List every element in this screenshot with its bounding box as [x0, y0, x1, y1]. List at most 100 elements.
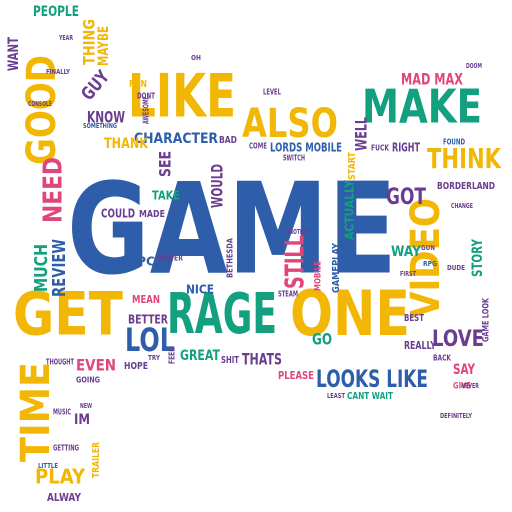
word-mean: MEAN	[132, 293, 160, 306]
word-even: EVEN	[76, 356, 116, 375]
word-video: VIDEO	[403, 198, 449, 318]
word-new: NEW	[80, 402, 92, 410]
word-alway: ALWAY	[47, 491, 82, 504]
word-doom: DOOM	[466, 62, 482, 70]
word-little: LITTLE	[38, 462, 58, 470]
word-make: MAKE	[362, 80, 482, 134]
word-first: FIRST	[400, 270, 416, 278]
word-thing: THING	[80, 19, 99, 65]
word-mad-max: MAD MAX	[401, 70, 463, 89]
word-game-look: GAME LOOK	[482, 297, 492, 342]
word-actually: ACTUALLY	[343, 180, 357, 240]
word-music: MUSIC	[53, 408, 71, 417]
word-rage: RAGE	[167, 282, 277, 347]
word-see: SEE	[156, 151, 175, 177]
word-definitely: DEFINITELY	[440, 412, 473, 420]
word-steam: STEAM	[278, 290, 298, 299]
word-feel: FEEL	[168, 348, 177, 364]
word-good: GOOD	[19, 55, 65, 165]
word-least: LEAST	[327, 392, 345, 400]
word-better: BETTER	[128, 313, 168, 327]
word-come: COME	[249, 142, 267, 151]
word-think: THINK	[427, 142, 502, 175]
word-try: TRY	[148, 354, 161, 362]
word-lords-mobile: LORDS MOBILE	[270, 141, 342, 155]
word-know: KNOW	[87, 108, 125, 127]
word-gameplay: GAMEPLAY	[331, 242, 342, 293]
word-mobile: MOBILE	[314, 261, 324, 291]
word-rpg: RPG	[423, 260, 437, 268]
word-year: YEAR	[58, 34, 73, 42]
word-dude: DUDE	[447, 264, 465, 272]
word-would: WOULD	[208, 164, 227, 208]
word-trailer: TRAILER	[91, 442, 102, 478]
word-pc: PC	[137, 255, 155, 269]
word-looks-like: LOOKS LIKE	[316, 365, 428, 393]
word-never: NEVER	[461, 382, 479, 390]
word-going: GOING	[76, 376, 100, 385]
word-play: PLAY	[35, 465, 85, 489]
word-give: GIVE	[453, 382, 471, 392]
word-thats: THATS	[242, 350, 282, 369]
word-lol: LOL	[125, 321, 175, 359]
word-start: START	[347, 152, 358, 180]
word-getting: GETTING	[53, 444, 79, 453]
word-really: REALLY	[404, 339, 437, 352]
word-console: CONSOLE	[28, 100, 52, 108]
word-could: COULD	[101, 207, 135, 221]
word-dont: DONT	[137, 92, 155, 101]
word-player: PLAYER	[157, 254, 183, 263]
word-found: FOUND	[443, 138, 465, 147]
word-maybe: MAYBE	[96, 26, 112, 66]
word-fuck: FUCK	[371, 144, 390, 153]
word-want: WANT	[6, 37, 22, 71]
word-gun: GUN	[421, 244, 435, 252]
word-level: LEVEL	[263, 88, 281, 97]
word-also: ALSO	[242, 101, 338, 147]
word-way: WAY	[391, 244, 422, 260]
word-get: GET	[13, 280, 123, 350]
word-bethesda: BETHESDA	[226, 237, 235, 278]
word-finally: FINALLY	[46, 68, 71, 76]
word-much: MUCH	[31, 244, 52, 292]
word-please: PLEASE	[278, 369, 314, 382]
word-game: GAME	[67, 156, 397, 303]
word-oh: OH	[191, 54, 201, 62]
word-review: REVIEW	[49, 239, 70, 297]
word-best: BEST	[404, 313, 424, 324]
word-cant-wait: CANT WAIT	[347, 391, 393, 402]
word-back: BACK	[433, 354, 452, 363]
word-time: TIME	[13, 362, 59, 462]
word-take: TAKE	[152, 189, 180, 203]
word-switch: SWITCH	[283, 154, 305, 163]
word-great: GREAT	[180, 348, 220, 364]
word-story: STORY	[470, 238, 486, 277]
word-something: SOMETHING	[83, 122, 117, 130]
word-got: GOT	[386, 185, 426, 210]
word-love: LOVE	[432, 327, 484, 352]
word-character: CHARACTER	[134, 131, 218, 147]
word-thought: THOUGHT	[46, 358, 74, 367]
word-people: PEOPLE	[33, 4, 79, 20]
word-shit: SHIT	[221, 355, 239, 366]
word-im: IM	[74, 412, 90, 428]
word-still: STILL	[281, 235, 311, 289]
word-change: CHANGE	[451, 202, 473, 210]
word-another: ANOTHER	[286, 228, 310, 236]
word-hope: HOPE	[124, 361, 148, 372]
word-made: MADE	[139, 209, 165, 220]
word-go: GO	[312, 330, 332, 349]
word-thank: THANK	[104, 136, 149, 152]
word-like: LIKE	[128, 62, 236, 132]
word-guy: GUY	[77, 66, 114, 105]
word-borderland: BORDERLAND	[437, 181, 495, 192]
word-well: WELL	[352, 117, 371, 151]
word-one: ONE	[290, 277, 410, 350]
word-right: RIGHT	[392, 141, 421, 155]
word-awesome: AWESOME	[142, 96, 151, 124]
word-need: NEED	[39, 157, 69, 223]
word-say: SAY	[453, 362, 476, 378]
word-fun: FUN	[129, 79, 147, 90]
word-bad: BAD	[219, 135, 237, 146]
